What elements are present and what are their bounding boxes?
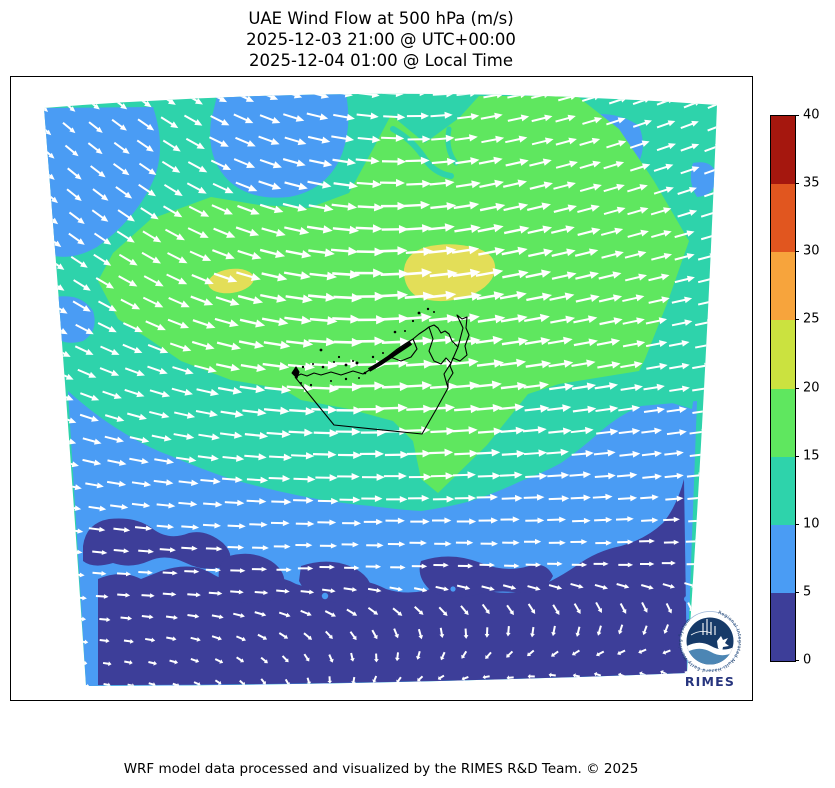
colorbar-tick-label: 35 [803, 175, 820, 191]
band-10-15-channel-1 [390, 126, 454, 179]
rimes-logo: Regional Integrated Multi-Hazard Early W… [678, 610, 742, 689]
island-dots [300, 307, 435, 387]
title-line-1: UAE Wind Flow at 500 hPa (m/s) [248, 9, 514, 28]
band-5-10-hole-3 [684, 596, 690, 602]
colorbar-segment-25-30 [771, 252, 795, 321]
colorbar-tick [795, 591, 799, 593]
colorbar-tick [795, 387, 799, 389]
band-0-5-blob-center [299, 561, 371, 603]
colorbar-segment-0-5 [771, 592, 795, 661]
band-10-15-wedge-right [639, 367, 698, 409]
title-line-3: 2025-12-04 01:00 @ Local Time [248, 51, 514, 70]
band-5-10-patch-topleft [44, 107, 160, 257]
colorbar-segment-15-20 [771, 388, 795, 457]
colorbar-segment-35-40 [771, 116, 795, 185]
colorbar-tick-label: 20 [803, 380, 820, 395]
chart-title: UAE Wind Flow at 500 hPa (m/s) 2025-12-0… [0, 8, 762, 71]
colorbar-segments [771, 116, 795, 661]
colorbar [770, 115, 796, 662]
colorbar-tick [795, 660, 799, 661]
colorbar-tick-label: 25 [803, 311, 820, 327]
colorbar-tick-label: 15 [803, 448, 820, 464]
band-5-10-hole-1 [321, 592, 329, 600]
colorbar-tick-label: 30 [803, 243, 820, 259]
wind-speed-field [44, 93, 717, 687]
colorbar-tick [795, 251, 799, 253]
logo-wordmark: RIMES [685, 674, 735, 689]
band-5-10-hole-2 [450, 586, 456, 592]
map-plot-area: Regional Integrated Multi-Hazard Early W… [10, 76, 753, 701]
colorbar-segment-30-35 [771, 184, 795, 253]
colorbar-tick-label: 5 [803, 584, 812, 600]
colorbar-tick-label: 10 [803, 516, 820, 532]
uae-coastline [291, 307, 470, 435]
colorbar-tick [795, 319, 799, 321]
colorbar-tick [795, 115, 799, 116]
colorbar-segment-5-10 [771, 524, 795, 593]
band-0-5-blob-west [83, 518, 231, 569]
colorbar-tick-label: 40 [803, 107, 820, 123]
colorbar-tick [795, 183, 799, 185]
band-0-5-main [98, 479, 687, 685]
colorbar-tick [795, 523, 799, 525]
wind-map: Regional Integrated Multi-Hazard Early W… [44, 93, 742, 689]
footer-credit: WRF model data processed and visualized … [123, 761, 639, 777]
title-line-2: 2025-12-03 21:00 @ UTC+00:00 [246, 30, 516, 49]
colorbar-segment-20-25 [771, 320, 795, 389]
colorbar-tick [795, 455, 799, 457]
colorbar-segment-10-15 [771, 456, 795, 525]
colorbar-tick-label: 0 [803, 652, 812, 668]
